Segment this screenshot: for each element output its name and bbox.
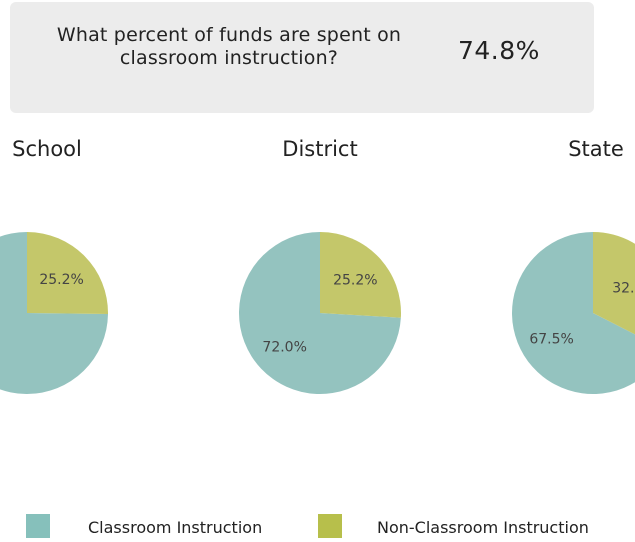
- slice-label-classroom: 67.5%: [529, 331, 573, 347]
- legend-swatch-classroom: [26, 514, 50, 538]
- legend: Classroom Instruction Non-Classroom Inst…: [0, 514, 635, 542]
- kpi-question: What percent of funds are spent on class…: [56, 24, 402, 69]
- pie-chart-district: 72.0% 25.2% District: [239, 137, 401, 395]
- slice-label-non-classroom: 25.2%: [333, 273, 377, 289]
- pie-chart-state: 67.5% 32.5% State: [512, 137, 635, 394]
- pie-chart-school: %25.2%School: [0, 137, 108, 394]
- pie-slice-non-classroom: [593, 232, 635, 335]
- pie-slice-classroom: [0, 232, 108, 394]
- kpi-card: What percent of funds are spent on class…: [10, 2, 594, 113]
- slice-label-non-classroom: 25.2%: [39, 272, 83, 288]
- pie-charts: %25.2%School 72.0%25.2%District 67.5%32.…: [0, 137, 635, 395]
- pie-slice-non-classroom: [27, 232, 108, 315]
- legend-label-classroom: Classroom Instruction: [88, 518, 263, 537]
- pie-slice-classroom: [239, 232, 401, 395]
- chart-title: State: [568, 137, 624, 161]
- slice-label-non-classroom: 32.5%: [612, 281, 635, 297]
- pie-slice-non-classroom: [320, 232, 401, 318]
- chart-title: School: [12, 137, 82, 161]
- pie-slice-classroom: [512, 232, 635, 394]
- legend-label-non-classroom: Non-Classroom Instruction: [377, 518, 589, 537]
- legend-swatch-non-classroom: [318, 514, 342, 538]
- chart-title: District: [282, 137, 357, 161]
- kpi-value: 74.8%: [458, 36, 540, 65]
- slice-label-classroom: 72.0%: [262, 339, 306, 355]
